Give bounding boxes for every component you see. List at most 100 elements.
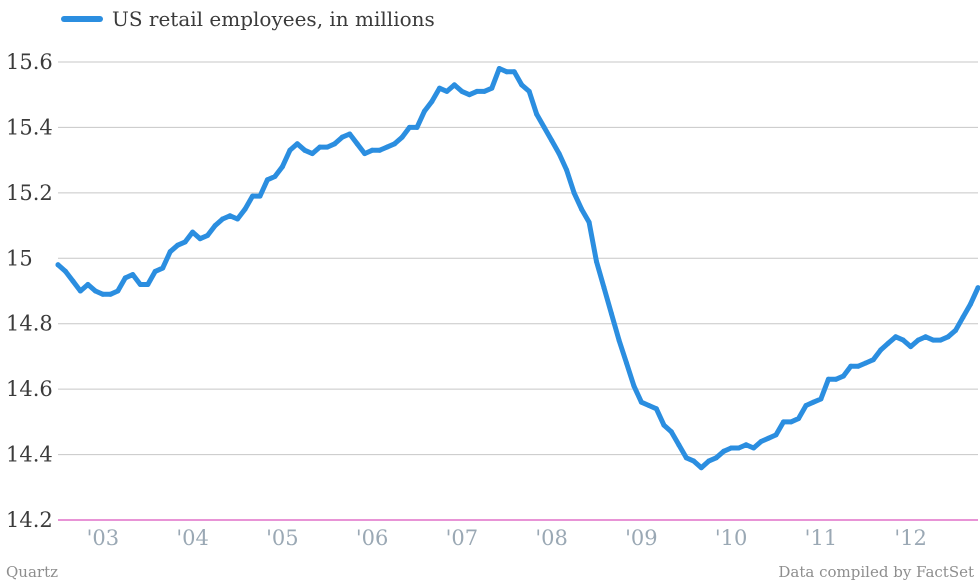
- x-tick-label: '03: [87, 526, 120, 550]
- source-left: Quartz: [6, 563, 58, 581]
- data-point: [130, 272, 136, 278]
- data-point: [736, 445, 742, 451]
- data-point: [459, 88, 465, 94]
- data-point: [848, 363, 854, 369]
- data-point: [92, 288, 98, 294]
- data-point: [773, 432, 779, 438]
- data-point: [362, 151, 368, 157]
- data-point: [496, 66, 502, 71]
- data-point: [743, 442, 749, 448]
- data-point: [571, 190, 577, 196]
- x-tick-label: '07: [446, 526, 479, 550]
- data-point: [915, 337, 921, 343]
- data-point: [182, 239, 188, 245]
- data-point: [586, 219, 592, 225]
- data-point: [796, 416, 801, 422]
- data-point: [220, 216, 226, 222]
- data-point: [302, 147, 308, 153]
- data-point: [624, 360, 629, 366]
- data-point: [264, 177, 270, 183]
- data-point: [115, 288, 121, 294]
- data-point: [137, 282, 143, 287]
- x-tick-label: '06: [356, 526, 389, 550]
- data-point: [257, 193, 263, 199]
- data-point: [309, 151, 315, 157]
- x-tick-label: '11: [805, 526, 838, 550]
- data-point: [279, 164, 285, 170]
- data-point: [347, 131, 353, 137]
- data-point: [631, 383, 637, 389]
- data-point: [152, 268, 158, 274]
- x-tick-label: '12: [894, 526, 927, 550]
- data-point: [294, 141, 300, 147]
- data-point: [549, 138, 555, 143]
- y-axis: 15.6 15.4 15.2 15 14.8 14.6 14.4 14.2: [6, 50, 53, 532]
- data-point: [85, 282, 91, 287]
- data-point: [945, 334, 951, 340]
- data-point: [661, 422, 667, 428]
- data-point: [384, 144, 390, 150]
- legend-label: US retail employees, in millions: [112, 7, 435, 31]
- data-point: [414, 124, 420, 130]
- data-point: [564, 167, 570, 173]
- data-point: [781, 419, 786, 425]
- data-point: [519, 82, 525, 88]
- data-point: [878, 347, 884, 353]
- data-point: [706, 458, 712, 464]
- x-tick-label: '08: [535, 526, 568, 550]
- data-point: [526, 88, 532, 94]
- data-point: [392, 141, 398, 147]
- data-point: [511, 69, 517, 75]
- data-point: [863, 360, 869, 366]
- y-tick-label: 14.6: [6, 377, 53, 401]
- data-point: [601, 285, 607, 291]
- data-point: [960, 314, 966, 320]
- data-point: [534, 111, 540, 117]
- data-point: [713, 455, 719, 461]
- data-point: [818, 396, 824, 402]
- data-point: [377, 147, 383, 153]
- data-point: [451, 82, 457, 88]
- data-point: [70, 278, 76, 284]
- data-point: [541, 124, 547, 130]
- data-point: [354, 141, 360, 147]
- data-point: [751, 445, 757, 451]
- data-point: [885, 340, 891, 346]
- data-point: [407, 124, 412, 130]
- data-point: [870, 357, 876, 363]
- data-point: [55, 262, 61, 268]
- x-tick-label: '09: [625, 526, 658, 550]
- y-tick-label: 14.8: [6, 312, 53, 336]
- data-point: [466, 92, 472, 98]
- x-tick-label: '05: [266, 526, 299, 550]
- data-point: [900, 337, 906, 343]
- data-point: [923, 334, 929, 340]
- data-point: [893, 334, 899, 340]
- data-point: [242, 206, 248, 212]
- y-tick-label: 15.2: [6, 181, 53, 205]
- source-right: Data compiled by FactSet: [778, 563, 974, 581]
- x-tick-label: '04: [176, 526, 209, 550]
- data-point: [444, 88, 450, 94]
- data-point: [429, 98, 435, 104]
- data-point: [481, 88, 487, 94]
- data-point: [968, 301, 973, 307]
- data-point: [190, 229, 196, 235]
- data-point: [833, 376, 839, 382]
- data-point: [810, 399, 816, 405]
- data-point: [167, 249, 173, 255]
- data-point: [227, 213, 233, 219]
- data-point: [668, 429, 674, 435]
- data-point: [676, 442, 682, 448]
- data-point: [691, 458, 697, 464]
- x-axis: '03 '04 '05 '06 '07 '08 '09 '10 '11 '12: [87, 526, 927, 550]
- data-point: [953, 327, 959, 333]
- data-point: [840, 373, 846, 379]
- data-point: [728, 445, 734, 451]
- data-point: [212, 223, 218, 229]
- data-point: [504, 69, 510, 75]
- data-point: [287, 147, 293, 153]
- data-point: [788, 419, 794, 425]
- data-point: [317, 144, 323, 150]
- y-tick-label: 15.6: [6, 50, 53, 74]
